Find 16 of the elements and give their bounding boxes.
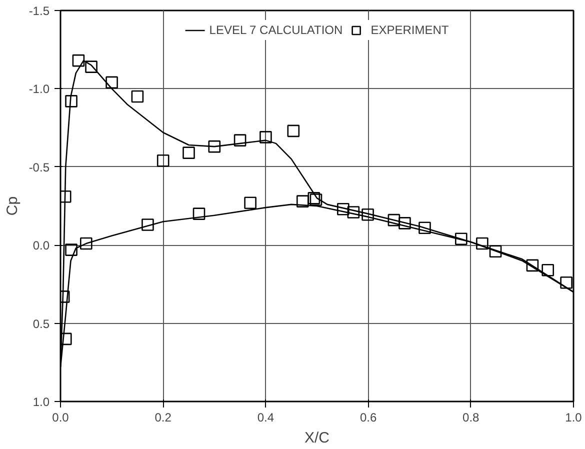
- y-tick-label: 0.0: [32, 238, 50, 253]
- x-tick-label: 0.8: [462, 410, 480, 424]
- x-tick-label: 0.0: [52, 410, 70, 424]
- y-tick-label: 1.0: [32, 395, 50, 409]
- y-tick-label: -1.0: [28, 82, 50, 96]
- y-tick-label: -0.5: [28, 160, 50, 174]
- legend-label: LEVEL 7 CALCULATION: [209, 23, 343, 37]
- legend-label: EXPERIMENT: [370, 23, 449, 37]
- x-axis-title: X/C: [304, 430, 330, 446]
- y-axis-title: Cp: [4, 196, 21, 216]
- x-tick-label: 0.6: [360, 410, 377, 424]
- y-tick-label: -1.5: [28, 4, 50, 18]
- x-tick-label: 0.4: [257, 410, 274, 424]
- x-tick-label: 1.0: [565, 410, 582, 424]
- y-tick-label: 0.5: [32, 316, 50, 331]
- x-tick-label: 0.2: [154, 410, 172, 424]
